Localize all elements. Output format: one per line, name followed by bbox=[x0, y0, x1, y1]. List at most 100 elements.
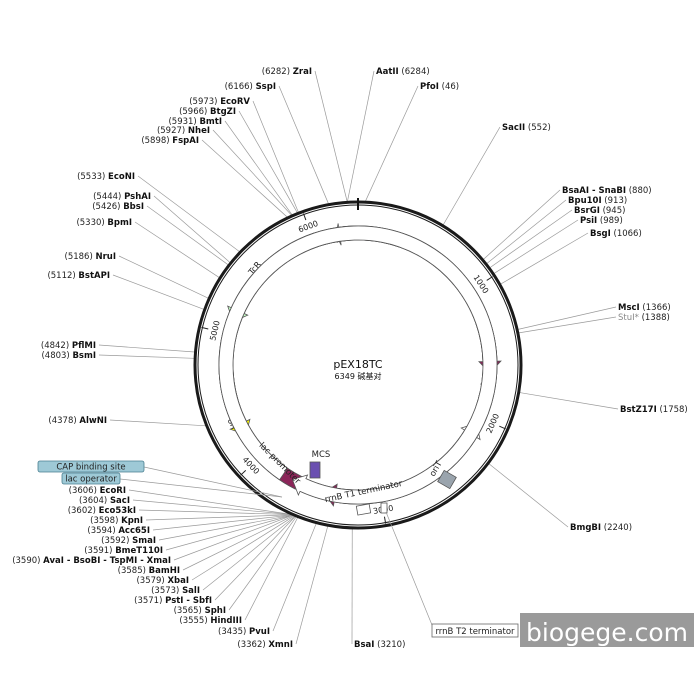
site-leader-line bbox=[134, 221, 220, 278]
site-leader-line bbox=[112, 274, 204, 310]
site-position: (3555) bbox=[179, 616, 210, 626]
site-position: (3579) bbox=[136, 576, 167, 586]
site-leader-line bbox=[493, 219, 579, 274]
site-position: (1388) bbox=[639, 313, 670, 323]
site-leader-line bbox=[118, 255, 209, 299]
site-bsmi: (4803) BsmI bbox=[41, 351, 96, 361]
site-xmni: (3362) XmnI bbox=[237, 640, 293, 650]
site-position: (5898) bbox=[141, 136, 172, 146]
site-leader-line bbox=[173, 515, 293, 561]
site-position: (5186) bbox=[65, 252, 96, 262]
site-pflmi: (4842) PflMI bbox=[41, 341, 96, 351]
site-leader-line bbox=[295, 526, 329, 645]
site-leader-line bbox=[165, 514, 293, 551]
badge-cap-binding-site bbox=[37, 460, 145, 473]
site-bpu10i: Bpu10I (913) bbox=[568, 196, 627, 206]
site-leader-line bbox=[519, 392, 619, 410]
feature-mcs-label: MCS bbox=[312, 450, 331, 460]
site-leader-line bbox=[132, 499, 291, 515]
site-stui: StuI* (1388) bbox=[618, 313, 670, 323]
site-position: (3594) bbox=[87, 526, 118, 536]
site-position: (3571) bbox=[134, 596, 165, 606]
site-name: BstZ17I bbox=[620, 405, 657, 415]
site-position: (989) bbox=[597, 216, 623, 226]
site-avai-bsobi-tspmi-xmai: (3590) AvaI - BsoBI - TspMI - XmaI bbox=[12, 556, 171, 566]
site-leader-line bbox=[347, 70, 375, 202]
site-position: (3362) bbox=[237, 640, 268, 650]
site-position: (4803) bbox=[41, 351, 72, 361]
site-leader-line bbox=[224, 120, 293, 216]
site-sspi: (6166) SspI bbox=[225, 82, 276, 92]
site-ecorv: (5973) EcoRV bbox=[189, 97, 250, 107]
site-name: BamHI bbox=[149, 566, 180, 576]
site-position: (5966) bbox=[179, 107, 210, 117]
site-psti-sbfi: (3571) PstI - SbfI bbox=[134, 596, 212, 606]
site-eco53ki: (3602) Eco53kI bbox=[68, 506, 136, 516]
site-position: (1066) bbox=[611, 229, 642, 239]
site-bbsi: (5426) BbsI bbox=[92, 202, 144, 212]
site-position: (46) bbox=[439, 82, 459, 92]
site-hindiii: (3555) HindIII bbox=[179, 616, 242, 626]
site-leader-lines bbox=[98, 70, 619, 645]
site-sphi: (3565) SphI bbox=[174, 606, 226, 616]
tick-mark bbox=[303, 213, 307, 221]
site-name: AatII bbox=[376, 67, 399, 77]
site-position: (3590) bbox=[12, 556, 43, 566]
site-name: NruI bbox=[95, 252, 116, 262]
site-position: (4378) bbox=[48, 416, 79, 426]
site-name: XbaI bbox=[167, 576, 189, 586]
badge-cap-binding-site-text: CAP binding site bbox=[56, 463, 125, 473]
site-position: (3602) bbox=[68, 506, 99, 516]
site-leader-line bbox=[109, 419, 206, 427]
site-position: (3604) bbox=[79, 496, 110, 506]
site-leader-line bbox=[182, 515, 294, 571]
site-bsrgi: BsrGI (945) bbox=[574, 206, 625, 216]
site-name: PstI - SbfI bbox=[165, 596, 212, 606]
site-xbai: (3579) XbaI bbox=[136, 576, 189, 586]
site-leader-line bbox=[483, 189, 561, 260]
feature-rrnb-t2-terminator-box bbox=[380, 502, 388, 514]
site-leader-line bbox=[518, 306, 617, 330]
site-bstz17i: BstZ17I (1758) bbox=[620, 405, 688, 415]
site-name: StuI* bbox=[618, 313, 639, 323]
site-leader-line bbox=[500, 232, 589, 285]
site-leader-line bbox=[128, 489, 291, 515]
site-name: PfoI bbox=[420, 82, 439, 92]
site-position: (552) bbox=[525, 123, 551, 133]
watermark-bg bbox=[520, 613, 694, 647]
site-ecori: (3606) EcoRI bbox=[69, 486, 126, 496]
badge-lac-operator bbox=[61, 472, 121, 485]
site-name: SalI bbox=[182, 586, 200, 596]
site-pvui: (3435) PvuI bbox=[218, 627, 270, 637]
restriction-sites: AatII (6284) (6282) ZraI (6166) SspI (5973)… bbox=[12, 67, 688, 650]
site-bmgbi: BmgBI (2240) bbox=[570, 523, 632, 533]
site-name: AlwNI bbox=[79, 416, 107, 426]
site-leader-line bbox=[145, 514, 292, 521]
annotation-badges: CAP binding site lac operator bbox=[37, 460, 283, 498]
site-position: (1366) bbox=[640, 303, 671, 313]
tick-mark bbox=[499, 425, 506, 430]
site-leader-line bbox=[365, 85, 419, 202]
site-pshai: (5444) PshAI bbox=[93, 192, 151, 202]
site-bpmi: (5330) BpmI bbox=[76, 218, 132, 228]
site-name: BmtI bbox=[199, 117, 222, 127]
site-name: BmgBI bbox=[570, 523, 601, 533]
site-fspai: (5898) FspAI bbox=[141, 136, 199, 146]
site-name: PshAI bbox=[124, 192, 151, 202]
site-econi: (5533) EcoNI bbox=[77, 172, 135, 182]
site-name: NheI bbox=[188, 126, 210, 136]
site-leader-line bbox=[489, 209, 573, 268]
site-leader-line bbox=[252, 100, 299, 213]
site-leader-line bbox=[486, 199, 567, 264]
site-position: (3592) bbox=[101, 536, 132, 546]
site-bstapi: (5112) BstAPI bbox=[47, 271, 110, 281]
rrnb-t2-badge-text: rrnB T2 terminator bbox=[435, 627, 515, 637]
tick-mark bbox=[383, 516, 387, 524]
site-leader-line bbox=[152, 514, 292, 531]
site-name: HindIII bbox=[210, 616, 242, 626]
site-position: (3598) bbox=[90, 516, 121, 526]
site-name: Eco53kI bbox=[99, 506, 136, 516]
site-btgzi: (5966) BtgZI bbox=[179, 107, 236, 117]
site-name: EcoRI bbox=[100, 486, 126, 496]
